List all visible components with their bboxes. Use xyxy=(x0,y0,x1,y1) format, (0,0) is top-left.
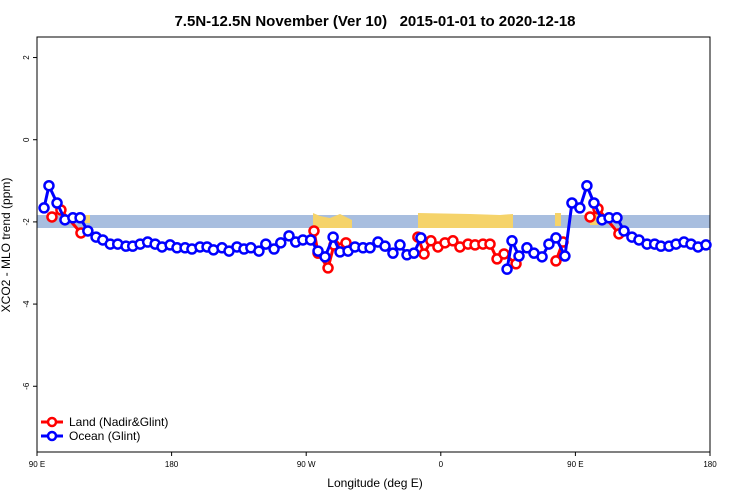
data-point xyxy=(484,238,496,250)
data-point xyxy=(574,202,586,214)
y-axis-label: XCO2 - MLO trend (ppm) xyxy=(0,178,13,313)
data-point xyxy=(581,179,593,192)
data-point xyxy=(536,251,548,263)
data-point xyxy=(498,248,510,260)
x-tick-label: 90 E xyxy=(567,460,583,469)
data-point xyxy=(308,225,320,237)
legend-marker xyxy=(46,430,58,442)
data-point xyxy=(283,230,295,242)
data-point xyxy=(501,263,513,275)
x-tick-label: 90 W xyxy=(297,460,316,469)
chart-title: 7.5N-12.5N November (Ver 10) 2015-01-01 … xyxy=(174,13,575,30)
data-point xyxy=(304,234,317,246)
x-tick-label: 0 xyxy=(439,460,444,469)
x-tick-label: 90 E xyxy=(29,460,45,469)
data-point xyxy=(38,202,50,214)
data-point xyxy=(566,197,578,209)
data-point xyxy=(260,238,272,250)
data-point xyxy=(584,211,596,223)
data-point xyxy=(700,239,712,251)
data-point xyxy=(425,235,437,247)
data-point xyxy=(543,238,555,250)
data-point xyxy=(43,179,55,192)
data-point xyxy=(618,225,630,237)
data-point xyxy=(322,262,334,274)
y-tick-label: 2 xyxy=(22,55,31,60)
data-point xyxy=(550,232,562,244)
data-point xyxy=(268,243,280,255)
data-point xyxy=(394,239,406,251)
y-tick-label: 0 xyxy=(22,137,31,142)
data-point xyxy=(379,240,391,252)
data-point xyxy=(447,235,459,247)
y-tick-label: -4 xyxy=(22,300,31,308)
data-point xyxy=(611,212,623,224)
y-tick-label: -6 xyxy=(22,382,31,390)
legend-label: Land (Nadir&Glint) xyxy=(69,415,168,429)
data-point xyxy=(327,231,339,243)
land-sea-strip xyxy=(37,213,710,228)
x-axis-label: Longitude (deg E) xyxy=(327,476,422,490)
data-point xyxy=(51,197,63,209)
data-point xyxy=(415,232,427,244)
data-point xyxy=(82,225,94,237)
data-point xyxy=(46,211,58,223)
data-point xyxy=(588,197,600,209)
legend-marker xyxy=(46,416,58,428)
x-tick-label: 180 xyxy=(165,460,179,469)
y-tick-label: -2 xyxy=(22,218,31,226)
data-point xyxy=(253,245,265,257)
data-point xyxy=(387,247,399,259)
data-point xyxy=(550,255,562,267)
data-point xyxy=(312,245,324,257)
data-point xyxy=(418,248,430,260)
data-point xyxy=(408,247,420,259)
data-point xyxy=(513,250,525,262)
x-tick-label: 180 xyxy=(703,460,717,469)
data-point xyxy=(319,251,331,263)
data-point xyxy=(275,237,287,249)
data-point xyxy=(506,235,518,247)
data-point xyxy=(559,250,571,262)
data-point xyxy=(364,242,376,254)
data-point xyxy=(74,212,86,224)
legend-label: Ocean (Glint) xyxy=(69,429,140,443)
